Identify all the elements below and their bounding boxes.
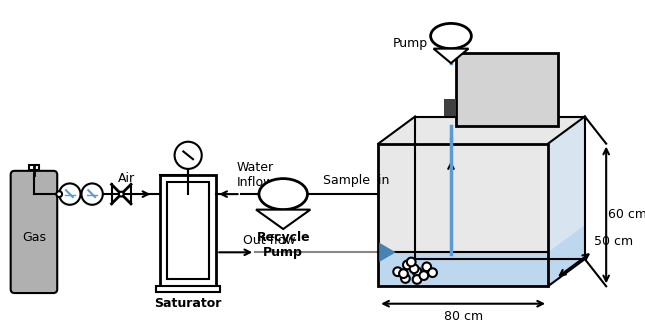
Bar <box>444 99 456 116</box>
Bar <box>378 252 548 286</box>
Text: Recycle
Pump: Recycle Pump <box>257 231 310 259</box>
Bar <box>29 165 39 170</box>
Text: 50 cm: 50 cm <box>595 235 633 248</box>
Text: Water
Inflow: Water Inflow <box>236 161 273 189</box>
Ellipse shape <box>431 24 471 49</box>
Text: 80 cm: 80 cm <box>444 310 482 323</box>
Circle shape <box>413 267 421 276</box>
Circle shape <box>410 264 419 273</box>
Polygon shape <box>256 210 310 229</box>
Polygon shape <box>548 225 585 286</box>
Bar <box>378 144 548 286</box>
Circle shape <box>175 142 202 169</box>
Circle shape <box>401 274 410 283</box>
Text: Pump: Pump <box>393 37 428 50</box>
Text: Out flow: Out flow <box>243 234 296 247</box>
Polygon shape <box>379 243 396 262</box>
Circle shape <box>403 260 412 269</box>
Circle shape <box>119 192 124 197</box>
Circle shape <box>56 191 62 197</box>
Text: Saturator: Saturator <box>154 297 222 310</box>
Bar <box>378 144 548 286</box>
Circle shape <box>399 269 408 278</box>
FancyBboxPatch shape <box>11 171 57 293</box>
Circle shape <box>422 262 431 271</box>
Text: Air: Air <box>117 172 135 185</box>
Polygon shape <box>548 117 585 286</box>
Text: 60 cm: 60 cm <box>608 209 645 221</box>
Circle shape <box>419 271 428 280</box>
Circle shape <box>428 268 437 277</box>
Text: Gas: Gas <box>22 231 46 244</box>
Bar <box>156 286 220 292</box>
Polygon shape <box>433 49 468 63</box>
Circle shape <box>81 183 103 205</box>
Text: Sample  in: Sample in <box>322 174 389 187</box>
Circle shape <box>393 267 402 276</box>
Polygon shape <box>378 117 585 144</box>
Text: Online
particle
counter: Online particle counter <box>482 68 531 117</box>
Bar <box>160 175 216 286</box>
Circle shape <box>413 275 421 284</box>
Bar <box>456 54 558 126</box>
Ellipse shape <box>259 179 308 210</box>
Bar <box>167 181 210 279</box>
Circle shape <box>407 258 415 266</box>
Circle shape <box>59 183 81 205</box>
